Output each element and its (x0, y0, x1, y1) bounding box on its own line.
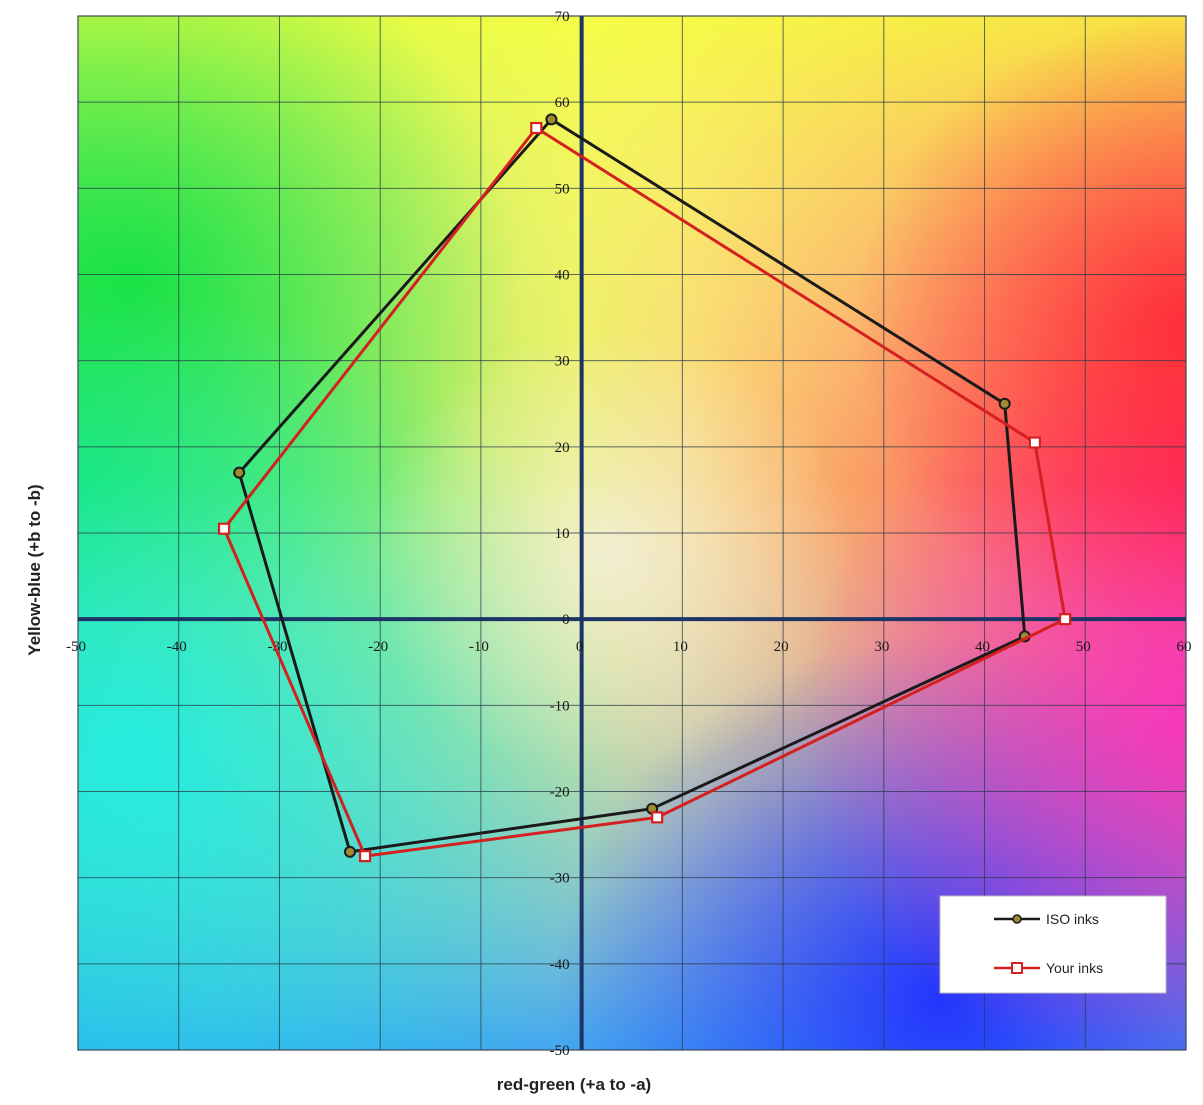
x-tick-label: -50 (66, 639, 86, 655)
x-tick-label: 50 (1076, 639, 1091, 655)
y-tick-label: -30 (550, 871, 570, 887)
data-point-your-inks (530, 121, 543, 135)
legend-label-iso: ISO inks (1046, 911, 1099, 927)
y-tick-label: 70 (555, 9, 570, 25)
plot-border (77, 15, 1187, 1051)
series (217, 113, 1072, 863)
y-tick-label: -50 (550, 1043, 570, 1059)
y-tick-label: 0 (562, 612, 570, 628)
x-tick-label: 40 (975, 639, 990, 655)
x-tick-label: 20 (774, 639, 789, 655)
data-point-iso-inks (233, 466, 246, 479)
y-tick-label: 20 (555, 440, 570, 456)
y-tick-label: 10 (555, 526, 570, 542)
tick-labels: -50 -40 -30 -20 -10 0 10 20 30 40 50 60 70 60 50 40 30 20… (66, 9, 1192, 1059)
y-tick-label: 60 (555, 95, 570, 111)
legend-label-yours: Your inks (1046, 960, 1103, 976)
data-point-iso-inks (998, 397, 1011, 410)
legend-box (939, 895, 1167, 994)
data-point-your-inks (1059, 613, 1072, 626)
x-axis-title: red-green (+a to -a) (497, 1075, 651, 1094)
y-tick-label: -20 (550, 785, 570, 801)
y-tick-label: 30 (555, 354, 570, 370)
data-point-your-inks (217, 522, 231, 535)
x-tick-label: -20 (368, 639, 388, 655)
x-tick-label: 0 (576, 639, 584, 655)
y-axis-title: Yellow-blue (+b to -b) (25, 484, 44, 655)
data-point-iso-inks (343, 845, 356, 858)
legend-marker-iso (1012, 914, 1022, 924)
legend-marker-yours (1011, 962, 1023, 974)
data-point-your-inks (1028, 436, 1042, 449)
y-tick-label: 40 (555, 268, 570, 284)
x-tick-label: -10 (469, 639, 489, 655)
legend: ISO inks Your inks (939, 895, 1167, 994)
y-tick-label: -40 (550, 957, 570, 973)
data-point-iso-inks (545, 113, 558, 126)
x-tick-label: 10 (673, 639, 688, 655)
data-point-your-inks (651, 811, 664, 824)
y-tick-label: 50 (555, 181, 570, 197)
y-tick-label: -10 (550, 698, 570, 714)
x-tick-label: -40 (167, 639, 187, 655)
x-tick-label: 60 (1177, 639, 1192, 655)
x-tick-label: 30 (874, 639, 889, 655)
data-point-your-inks (358, 850, 372, 863)
